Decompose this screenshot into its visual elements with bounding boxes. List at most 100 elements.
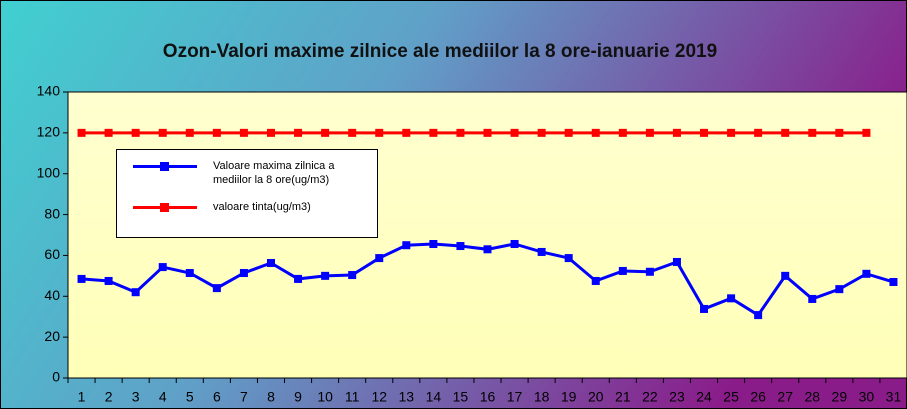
x-tick-label: 12 <box>371 389 387 405</box>
point-marker <box>483 128 492 137</box>
point-marker <box>266 258 275 267</box>
x-tick-label: 16 <box>480 389 496 405</box>
x-tick-label: 6 <box>213 389 221 405</box>
point-marker <box>402 241 411 250</box>
y-tick-label: 80 <box>44 205 60 221</box>
x-tick-label: 19 <box>561 389 577 405</box>
x-tick-label: 2 <box>105 389 113 405</box>
point-marker <box>808 128 817 137</box>
point-marker <box>700 128 709 137</box>
point-marker <box>591 128 600 137</box>
point-marker <box>591 276 600 285</box>
x-tick-label: 18 <box>534 389 550 405</box>
point-marker <box>835 128 844 137</box>
legend: Valoare maxima zilnica a mediilor la 8 o… <box>116 149 378 238</box>
point-marker <box>104 128 113 137</box>
point-marker <box>212 128 221 137</box>
x-tick-label: 7 <box>240 389 248 405</box>
point-marker <box>294 128 303 137</box>
point-marker <box>727 294 736 303</box>
x-tick-label: 3 <box>132 389 140 405</box>
legend-label: Valoare maxima zilnica a mediilor la 8 o… <box>213 160 335 186</box>
legend-marker <box>160 162 169 171</box>
x-tick-label: 31 <box>886 389 902 405</box>
point-marker <box>645 128 654 137</box>
x-tick-label: 5 <box>186 389 194 405</box>
point-marker <box>808 294 817 303</box>
x-tick-label: 25 <box>723 389 739 405</box>
point-marker <box>618 128 627 137</box>
point-marker <box>402 128 411 137</box>
point-marker <box>266 128 275 137</box>
point-marker <box>510 128 519 137</box>
x-tick-label: 1 <box>78 389 86 405</box>
x-tick-label: 13 <box>399 389 415 405</box>
point-marker <box>321 128 330 137</box>
y-tick-label: 100 <box>37 164 61 180</box>
point-marker <box>77 274 86 283</box>
x-tick-label: 8 <box>267 389 275 405</box>
point-marker <box>537 247 546 256</box>
point-marker <box>618 266 627 275</box>
point-marker <box>862 269 871 278</box>
x-tick-label: 22 <box>642 389 658 405</box>
x-tick-label: 11 <box>345 389 360 405</box>
point-marker <box>212 284 221 293</box>
legend-label: valoare tinta(ug/m3) <box>213 201 311 213</box>
x-tick-label: 9 <box>294 389 302 405</box>
point-marker <box>700 304 709 313</box>
point-marker <box>185 268 194 277</box>
point-marker <box>781 128 790 137</box>
x-tick-label: 4 <box>159 389 167 405</box>
x-tick-label: 15 <box>453 389 469 405</box>
point-marker <box>429 239 438 248</box>
point-marker <box>131 128 140 137</box>
x-tick-label: 29 <box>832 389 848 405</box>
x-tick-label: 27 <box>777 389 793 405</box>
point-marker <box>429 128 438 137</box>
point-marker <box>537 128 546 137</box>
point-marker <box>564 128 573 137</box>
point-marker <box>239 128 248 137</box>
x-tick-label: 21 <box>615 389 631 405</box>
point-marker <box>131 288 140 297</box>
x-tick-label: 23 <box>669 389 685 405</box>
y-tick-label: 40 <box>44 287 60 303</box>
y-tick-label: 0 <box>52 369 60 385</box>
point-marker <box>510 239 519 248</box>
legend-marker <box>160 203 169 212</box>
point-marker <box>564 254 573 263</box>
point-marker <box>185 128 194 137</box>
point-marker <box>104 276 113 285</box>
point-marker <box>239 268 248 277</box>
point-marker <box>158 128 167 137</box>
y-tick-label: 140 <box>37 83 61 99</box>
x-tick-label: 14 <box>426 389 442 405</box>
point-marker <box>483 245 492 254</box>
x-tick-label: 26 <box>750 389 766 405</box>
point-marker <box>781 271 790 280</box>
point-marker <box>889 277 898 286</box>
point-marker <box>645 267 654 276</box>
x-tick-label: 24 <box>696 389 712 405</box>
point-marker <box>672 257 681 266</box>
point-marker <box>348 128 357 137</box>
point-marker <box>754 128 763 137</box>
x-tick-label: 17 <box>507 389 523 405</box>
point-marker <box>321 271 330 280</box>
point-marker <box>456 128 465 137</box>
x-tick-label: 20 <box>588 389 604 405</box>
x-tick-label: 30 <box>859 389 875 405</box>
point-marker <box>727 128 736 137</box>
x-tick-label: 10 <box>317 389 333 405</box>
point-marker <box>754 311 763 320</box>
point-marker <box>456 242 465 251</box>
point-marker <box>158 263 167 272</box>
y-tick-label: 60 <box>44 246 60 262</box>
x-tick-label: 28 <box>804 389 820 405</box>
point-marker <box>862 128 871 137</box>
point-marker <box>672 128 681 137</box>
point-marker <box>375 254 384 263</box>
